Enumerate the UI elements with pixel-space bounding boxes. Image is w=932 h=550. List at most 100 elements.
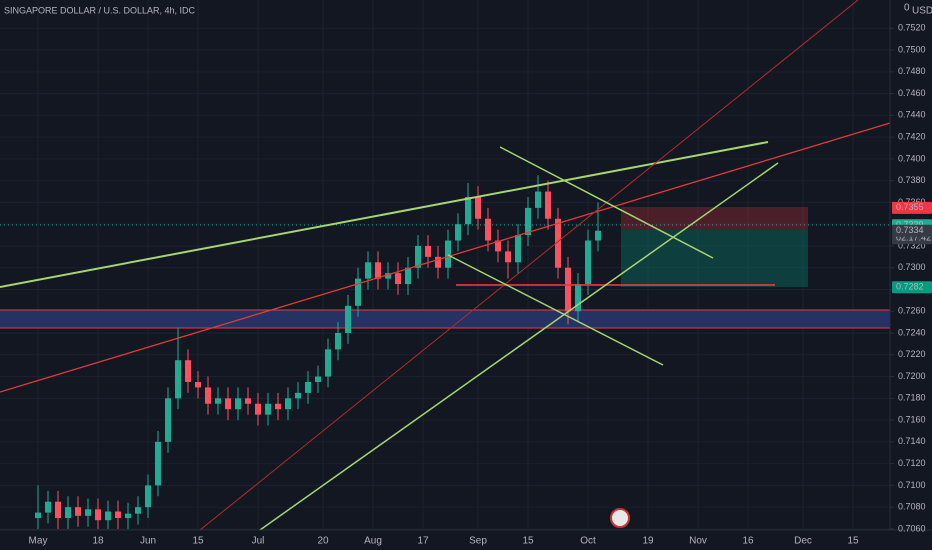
candle-body xyxy=(315,376,321,382)
candle-body xyxy=(35,512,41,519)
price-badge-label: 0.7355 xyxy=(896,202,924,212)
x-tick-label: 19 xyxy=(642,536,654,547)
trend-line xyxy=(199,0,859,531)
y-tick-label: 0.7220 xyxy=(898,349,926,359)
y-tick-label: 0.7200 xyxy=(898,371,926,381)
x-tick-label: 20 xyxy=(317,536,329,547)
candle-body xyxy=(145,485,151,508)
candle-body xyxy=(465,196,471,225)
y-tick-label: 0.7160 xyxy=(898,414,926,424)
candle-body xyxy=(525,207,531,236)
candle-body xyxy=(335,333,341,350)
y-tick-label: 0.7520 xyxy=(898,23,926,33)
trend-line xyxy=(499,146,714,259)
candle-body xyxy=(505,251,511,263)
y-tick-label: 0.7420 xyxy=(898,132,926,142)
logo[interactable] xyxy=(610,508,630,528)
candle-body xyxy=(275,403,281,410)
y-tick-label: 0.7260 xyxy=(898,306,926,316)
candle-body xyxy=(455,224,461,241)
x-tick-label: 15 xyxy=(192,536,204,547)
x-tick-label: Nov xyxy=(689,536,707,547)
y-tick-label: 0.7100 xyxy=(898,480,926,490)
y-tick-label: 0.7140 xyxy=(898,436,926,446)
x-tick-label: Jul xyxy=(252,536,265,547)
candle-body xyxy=(175,360,181,399)
y-tick-label: 0.7480 xyxy=(898,66,926,76)
trend-line xyxy=(447,254,664,366)
x-tick-label: 15 xyxy=(522,536,534,547)
y-tick-label: 0.7400 xyxy=(898,153,926,163)
candle-body xyxy=(215,398,221,404)
chart-title: SINGAPORE DOLLAR / U.S. DOLLAR, 4h, IDC xyxy=(4,5,196,15)
candle-body xyxy=(585,240,591,285)
trend-line xyxy=(0,141,769,288)
candle-body xyxy=(345,305,351,334)
trend-line xyxy=(0,122,891,393)
candle-body xyxy=(225,398,231,410)
y-tick-label: 0.7180 xyxy=(898,393,926,403)
y-tick-label: 0.7460 xyxy=(898,88,926,98)
y-tick-label: 0.7360 xyxy=(898,197,926,207)
x-tick-label: Oct xyxy=(580,536,596,547)
y-tick-label: 0.7440 xyxy=(898,110,926,120)
x-tick-label: Dec xyxy=(794,536,812,547)
price-badge xyxy=(892,201,932,214)
candle-body xyxy=(115,511,121,519)
candle-body xyxy=(375,262,381,279)
stop-box xyxy=(621,207,808,230)
candle-body xyxy=(255,403,261,415)
y-tick-label: 0.7060 xyxy=(898,523,926,533)
price-badge-label: 0.7339 xyxy=(896,220,924,230)
candles xyxy=(35,175,601,529)
candle-body xyxy=(535,191,541,208)
candle-body xyxy=(595,230,601,241)
currency: USD xyxy=(912,6,932,17)
candle-body xyxy=(515,235,521,263)
candle-body xyxy=(365,262,371,279)
candle-body xyxy=(135,507,141,514)
candle-body xyxy=(305,381,311,393)
y-tick-label: 0.7080 xyxy=(898,502,926,512)
candle-body xyxy=(55,501,61,519)
corner-text: 0 xyxy=(904,3,910,14)
candle-body xyxy=(405,267,411,285)
price-badge-label: 02:17:42 xyxy=(896,233,931,243)
candle-body xyxy=(485,218,491,241)
candle-body xyxy=(545,191,551,219)
candle-body xyxy=(395,273,401,285)
zone xyxy=(0,310,890,328)
x-tick-label: Jun xyxy=(140,536,156,547)
x-tick-label: 15 xyxy=(847,536,859,547)
candle-body xyxy=(295,392,301,399)
candle-body xyxy=(445,240,451,268)
candle-body xyxy=(235,398,241,410)
candle-body xyxy=(85,509,91,516)
price-badge xyxy=(892,281,932,294)
candle-body xyxy=(555,218,561,268)
target-box xyxy=(621,230,808,287)
axis-labels: 0.7060 0.7080 0.7100 0.7120 0.7140 0.7160 0.71… xyxy=(29,23,932,547)
price-badge xyxy=(892,224,932,237)
candle-body xyxy=(205,387,211,404)
candle-body xyxy=(45,501,51,513)
price-badge-label: 0.7282 xyxy=(896,282,924,292)
candle-body xyxy=(125,513,131,519)
candle-body xyxy=(75,507,81,516)
x-tick-label: Sep xyxy=(469,536,487,547)
price-badge-label: 0.7334 xyxy=(896,225,924,235)
y-tick-label: 0.7240 xyxy=(898,327,926,337)
trend-line xyxy=(259,162,779,531)
candle-body xyxy=(265,403,271,415)
candle-body xyxy=(245,398,251,404)
x-tick-label: Aug xyxy=(364,536,382,547)
candle-body xyxy=(475,196,481,219)
x-tick-label: 17 xyxy=(417,536,429,547)
candle-body xyxy=(165,398,171,442)
x-tick-label: 18 xyxy=(92,536,104,547)
candle-body xyxy=(495,240,501,252)
y-tick-label: 0.7120 xyxy=(898,458,926,468)
y-tick-label: 0.7300 xyxy=(898,262,926,272)
price-axis xyxy=(890,0,932,550)
